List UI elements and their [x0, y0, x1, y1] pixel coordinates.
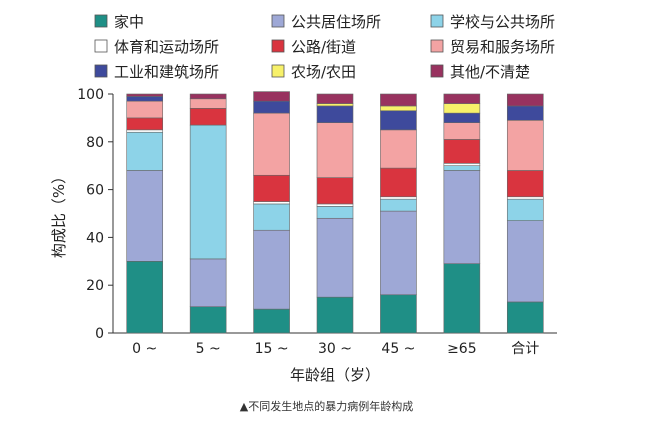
- x-tick-label: 45 ~: [381, 341, 415, 357]
- bar-segment: [126, 100, 164, 119]
- bar-segment: [189, 108, 227, 126]
- bar-segment: [126, 117, 164, 131]
- legend-swatch: [430, 64, 444, 78]
- bar-segment: [443, 112, 481, 123]
- bar-segment: [253, 174, 290, 202]
- legend-label: 公路/街道: [291, 38, 356, 56]
- bar-segment: [380, 110, 417, 131]
- bar-segment: [380, 93, 417, 107]
- bar-segment: [253, 100, 290, 114]
- x-tick-label: 0 ~: [132, 341, 157, 357]
- bar-segment: [506, 198, 544, 221]
- x-tick-label: 15 ~: [255, 341, 289, 357]
- bar-segment: [126, 96, 164, 102]
- bar-segment: [126, 260, 164, 334]
- bar-segment: [316, 103, 354, 107]
- bar-segment: [126, 93, 164, 97]
- bar-segment: [443, 93, 481, 104]
- bar-segment: [126, 170, 164, 262]
- bar-segment: [380, 210, 417, 296]
- x-tick-label: 30 ~: [318, 341, 352, 357]
- bar-segment: [253, 203, 290, 231]
- legend-label: 学校与公共场所: [450, 13, 555, 31]
- legend-swatch: [271, 64, 285, 78]
- bar-segment: [443, 103, 481, 114]
- bar-segment: [380, 196, 417, 200]
- bar-segment: [506, 119, 544, 171]
- x-tick-label: 5 ~: [196, 341, 221, 357]
- bar-segment: [253, 308, 290, 334]
- legend-label: 农场/农田: [291, 63, 356, 81]
- figure-caption: ▲不同发生地点的暴力病例年龄构成: [239, 400, 414, 413]
- bar-segment: [443, 122, 481, 140]
- bar-segment: [316, 177, 354, 205]
- y-tick-label: 20: [86, 278, 104, 294]
- bar-segment: [316, 217, 354, 298]
- bar-segment: [253, 201, 290, 205]
- y-tick-label: 80: [86, 135, 104, 151]
- x-tick-label: ≥65: [447, 341, 477, 357]
- bar-segment: [380, 105, 417, 112]
- bar-segment: [443, 170, 481, 264]
- legend-label: 贸易和服务场所: [450, 38, 555, 56]
- bar-segment: [506, 105, 544, 121]
- legend-swatch: [271, 14, 285, 28]
- bar-segment: [380, 198, 417, 212]
- legend-swatch: [94, 64, 108, 78]
- bar-segment: [189, 98, 227, 109]
- y-tick-label: 60: [86, 183, 104, 199]
- legend-swatch: [94, 39, 108, 53]
- bar-segment: [316, 296, 354, 334]
- bar-segment: [506, 93, 544, 107]
- legend-label: 公共居住场所: [291, 13, 381, 31]
- x-tick-label: 合计: [511, 341, 539, 357]
- bar-segment: [443, 163, 481, 166]
- y-tick-label: 100: [77, 87, 104, 103]
- bar-segment: [126, 129, 164, 133]
- y-axis-title: 构成比（%）: [50, 169, 68, 258]
- legend-label: 体育和运动场所: [114, 38, 219, 56]
- bar-segment: [443, 139, 481, 164]
- bar-segment: [506, 196, 544, 200]
- bar-segment: [380, 294, 417, 334]
- bar-segment: [380, 129, 417, 169]
- legend-label: 工业和建筑场所: [114, 63, 219, 81]
- bar-segment: [316, 93, 354, 104]
- y-tick-label: 40: [86, 230, 104, 246]
- bar-segment: [189, 306, 227, 334]
- bar-segment: [506, 170, 544, 198]
- bar-segment: [253, 229, 290, 310]
- bar-segment: [316, 105, 354, 123]
- bar-segment: [253, 112, 290, 176]
- bar-segment: [506, 220, 544, 303]
- bar-segment: [189, 93, 227, 100]
- legend-swatch: [430, 14, 444, 28]
- legend-label: 家中: [114, 13, 144, 31]
- bar-segment: [316, 122, 354, 178]
- bar-segment: [316, 206, 354, 219]
- legend-swatch: [430, 39, 444, 53]
- legend-swatch: [94, 14, 108, 28]
- bar-segment: [506, 301, 544, 334]
- bar-segment: [316, 203, 354, 207]
- bar-segment: [253, 91, 290, 102]
- bar-segment: [189, 258, 227, 308]
- bar-segment: [380, 167, 417, 198]
- legend-swatch: [271, 39, 285, 53]
- bar-segment: [126, 131, 164, 171]
- legend-label: 其他/不清楚: [450, 63, 530, 81]
- y-tick-label: 0: [95, 326, 104, 342]
- bar-segment: [443, 263, 481, 334]
- x-axis-title: 年龄组（岁）: [290, 366, 380, 384]
- bar-segment: [443, 165, 481, 171]
- bar-segment: [189, 124, 227, 260]
